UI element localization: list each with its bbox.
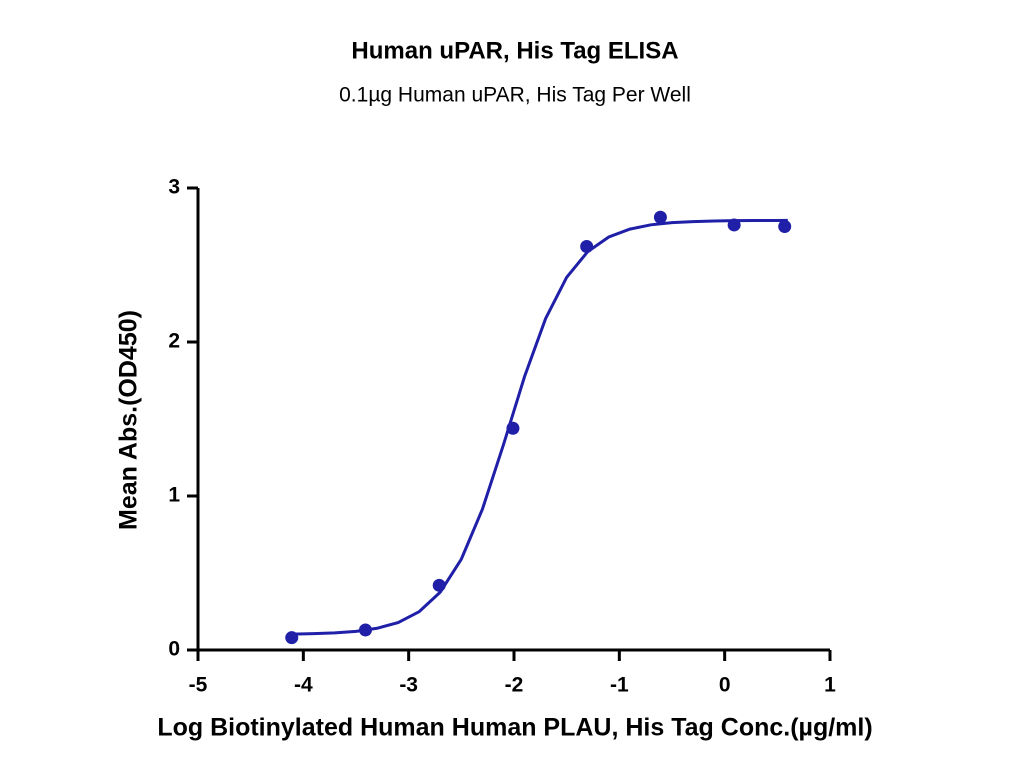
data-point — [432, 578, 446, 592]
chart-subtitle: 0.1µg Human uPAR, His Tag Per Well — [339, 84, 691, 107]
x-tick-label: 0 — [719, 674, 731, 697]
data-point — [580, 240, 594, 254]
data-point — [727, 218, 741, 232]
fit-curve — [292, 218, 788, 636]
x-tick-label: -2 — [505, 674, 524, 697]
y-tick-label: 3 — [168, 176, 180, 199]
y-tick-label: 0 — [168, 638, 180, 661]
data-point — [358, 623, 372, 637]
y-axis-label: Mean Abs.(OD450) — [115, 310, 143, 530]
y-tick-label: 1 — [168, 484, 180, 507]
x-tick-label: -3 — [399, 674, 418, 697]
x-tick-label: -1 — [610, 674, 629, 697]
y-tick-label: 2 — [168, 330, 180, 353]
data-point — [778, 220, 792, 233]
data-point — [506, 421, 520, 435]
x-axis-label: Log Biotinylated Human Human PLAU, His T… — [157, 714, 872, 742]
x-tick-label: 1 — [824, 674, 836, 697]
chart-title: Human uPAR, His Tag ELISA — [351, 37, 678, 64]
data-point — [285, 631, 299, 645]
x-tick-label: -5 — [189, 674, 208, 697]
x-tick-label: -4 — [294, 674, 313, 697]
data-point — [653, 210, 667, 224]
